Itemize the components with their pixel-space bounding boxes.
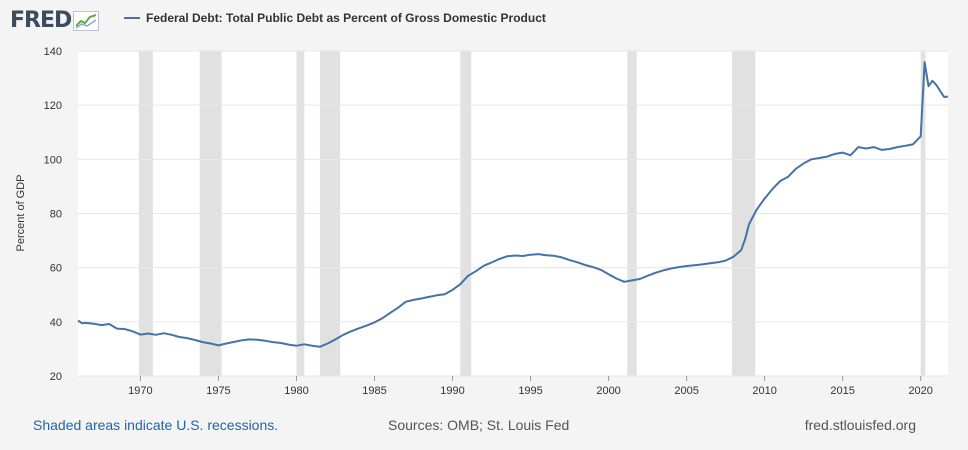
x-axis-ticks: 1970 1975 1980 1985 1990 1995 2000 2005 2010 2015… — [128, 376, 933, 397]
site-url: fred.stlouisfed.org — [804, 417, 916, 433]
series-line-0[interactable] — [77, 61, 949, 348]
y-axis-ticks: 20 40 60 80 100 120 140 — [44, 46, 62, 383]
chart-legend[interactable]: Federal Debt: Total Public Debt as Perce… — [124, 11, 546, 25]
fred-logo[interactable]: FRED — [10, 8, 100, 33]
x-tick-label: 1985 — [362, 385, 386, 397]
x-tick-label: 1975 — [206, 385, 230, 397]
gridlines — [78, 50, 948, 377]
x-tick-label: 1995 — [518, 385, 542, 397]
series-layer — [77, 61, 949, 348]
fred-graph-icon — [73, 10, 100, 31]
sources-text: Sources: OMB; St. Louis Fed — [388, 417, 570, 433]
y-tick-label: 120 — [44, 100, 62, 112]
x-tick-label: 2005 — [674, 385, 698, 397]
x-tick-label: 2010 — [752, 385, 776, 397]
y-tick-label: 100 — [44, 154, 62, 166]
y-axis-label: Percent of GDP — [15, 174, 27, 251]
y-tick-label: 40 — [50, 317, 62, 329]
x-tick-label: 2000 — [596, 385, 620, 397]
y-tick-label: 60 — [50, 263, 62, 275]
y-tick-label: 80 — [50, 209, 62, 221]
legend-series-swatch — [124, 17, 140, 19]
x-tick-label: 1990 — [440, 385, 464, 397]
x-tick-label: 2015 — [830, 385, 854, 397]
y-tick-label: 20 — [50, 371, 62, 383]
fred-wordmark: FRED — [10, 8, 72, 33]
x-tick-label: 1970 — [128, 385, 152, 397]
legend-series-label: Federal Debt: Total Public Debt as Perce… — [146, 11, 546, 25]
x-tick-label: 1980 — [284, 385, 308, 397]
x-tick-label: 2020 — [908, 385, 932, 397]
recession-note-link[interactable]: Shaded areas indicate U.S. recessions. — [33, 417, 279, 433]
y-tick-label: 140 — [44, 46, 62, 58]
